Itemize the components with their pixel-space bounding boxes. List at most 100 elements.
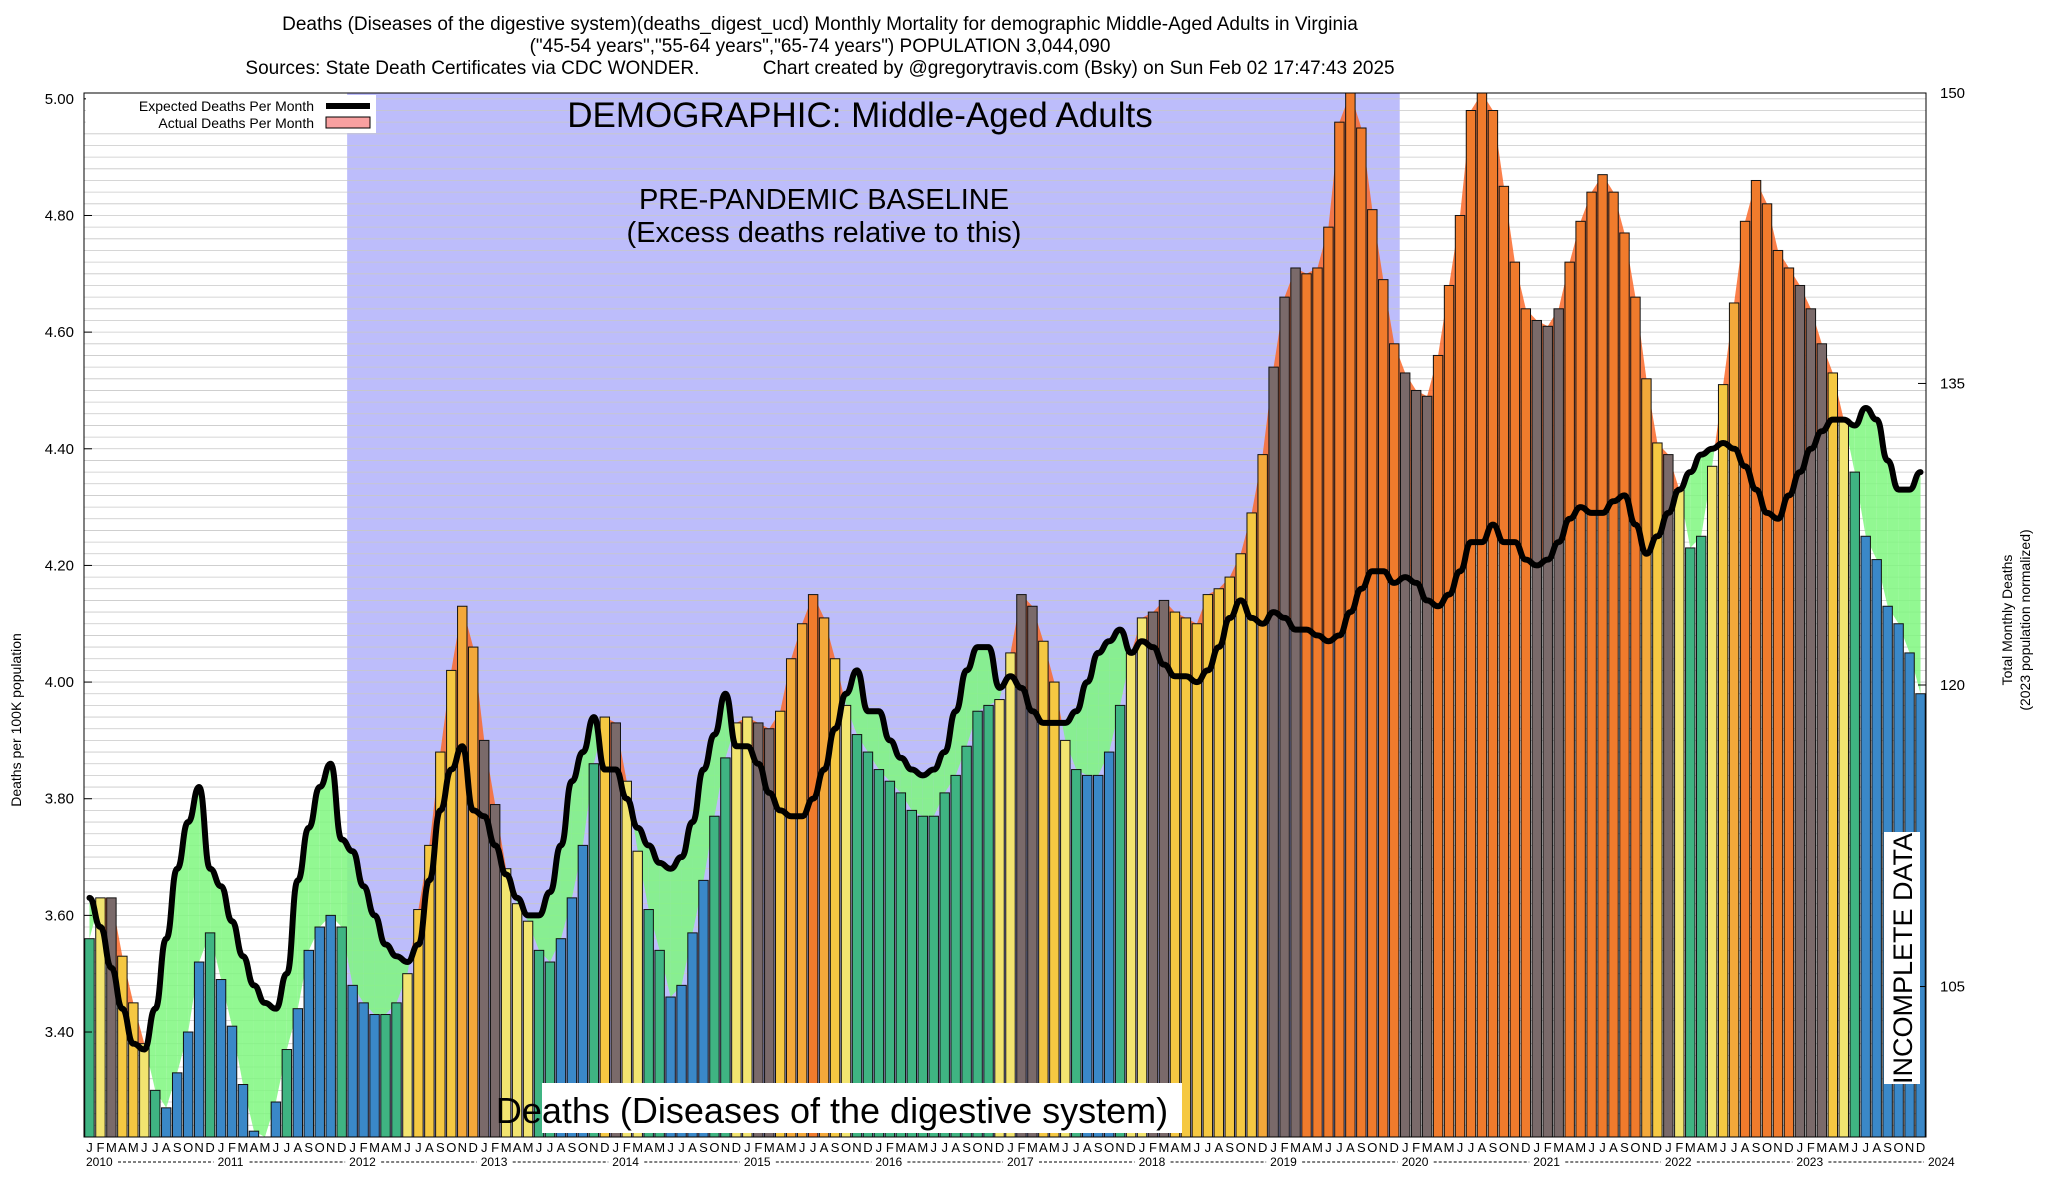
month-label: J [1665,1140,1672,1155]
month-label: M [259,1140,270,1155]
bar [1071,769,1082,1137]
month-label: F [754,1140,762,1155]
month-label: M [1838,1140,1849,1155]
y2-tick-label: 120 [1940,677,1965,694]
month-label: D [205,1140,214,1155]
month-label: J [1797,1140,1804,1155]
bar [753,722,764,1137]
fill-segment [385,944,397,1015]
bar [873,769,885,1137]
bar [1542,325,1553,1137]
bar [314,926,325,1137]
month-label: S [1620,1140,1629,1155]
bar [1696,535,1707,1137]
y-tick-label: 4.00 [45,674,74,691]
fill-segment [253,985,265,1137]
month-label: J [349,1140,356,1155]
month-label: J [930,1140,937,1155]
month-label: A [1741,1140,1750,1155]
month-label: A [1214,1140,1223,1155]
month-label: A [1697,1140,1706,1155]
bar [1389,343,1400,1137]
bar [775,710,786,1137]
bar [369,1014,380,1137]
bar [95,897,106,1137]
bar [1147,611,1159,1137]
month-label: J [810,1140,817,1155]
month-label: S [1225,1140,1234,1155]
y-tick-label: 3.40 [45,1024,74,1041]
bar [1049,681,1060,1137]
month-label: A [513,1140,522,1155]
month-label: A [162,1140,171,1155]
month-label: J [536,1140,543,1155]
bar [1750,179,1762,1137]
bar [1125,652,1137,1137]
month-label: N [194,1140,203,1155]
year-label: 2021 [1533,1155,1560,1169]
bar [1169,611,1181,1137]
month-label: M [523,1140,534,1155]
bar [621,780,632,1137]
axes: 3.40 3.60 3.80 4.00 4.20 4.40 4.60 4.80 5.00 105 1… [45,85,1965,1169]
month-label: D [732,1140,741,1155]
year-label: 2014 [612,1155,639,1169]
month-label: J [152,1140,159,1155]
fill-segment [1690,454,1702,548]
bar [1761,203,1773,1137]
month-label: J [613,1140,620,1155]
bar [303,949,314,1137]
month-label: N [721,1140,730,1155]
bar [1674,489,1685,1137]
bar [1860,535,1871,1137]
bar [391,1002,402,1137]
bar [1597,174,1608,1137]
month-label: A [557,1140,566,1155]
bar [599,716,611,1137]
month-label: J [799,1140,806,1155]
fill-segment [1131,617,1143,653]
y2-axis-title-line-2: (2023 population normalized) [2017,529,2033,710]
month-label: N [1510,1140,1519,1155]
month-label: A [644,1140,653,1155]
bar [1213,588,1225,1137]
bar [1641,378,1652,1137]
fill-segment [396,956,408,1003]
month-label: O [1236,1140,1246,1155]
y-tick-label: 4.40 [45,441,74,458]
month-label: A [250,1140,259,1155]
bar [1136,617,1148,1137]
bar [1739,220,1751,1137]
bar [1871,559,1882,1137]
month-label: N [458,1140,467,1155]
bar [544,961,556,1137]
bar [698,879,709,1137]
month-label: J [1534,1140,1541,1155]
bar [1060,739,1071,1137]
month-label: D [863,1140,872,1155]
month-label: M [786,1140,797,1155]
year-label: 2024 [1928,1155,1955,1169]
month-label: A [907,1140,916,1155]
month-label: A [293,1140,302,1155]
month-label: J [678,1140,685,1155]
fill-segment [659,862,671,998]
bar [402,973,413,1137]
bar [193,961,205,1137]
demographic-label: DEMOGRAPHIC: Middle-Aged Adults [567,96,1152,135]
bar [1805,308,1817,1137]
bar [1575,220,1586,1137]
bar [424,844,435,1137]
fill-segment [846,670,857,735]
bar [731,722,742,1137]
bar [742,716,753,1137]
cause-label-box [542,1083,1182,1133]
month-label: A [1565,1140,1574,1155]
month-label: M [1049,1140,1060,1155]
bar [1202,594,1214,1137]
bar [1114,704,1126,1137]
bar [237,1084,249,1137]
cause-label: Deaths (Diseases of the digestive system… [496,1090,1168,1131]
bar [643,909,654,1137]
y2-tick-label: 105 [1940,979,1965,996]
